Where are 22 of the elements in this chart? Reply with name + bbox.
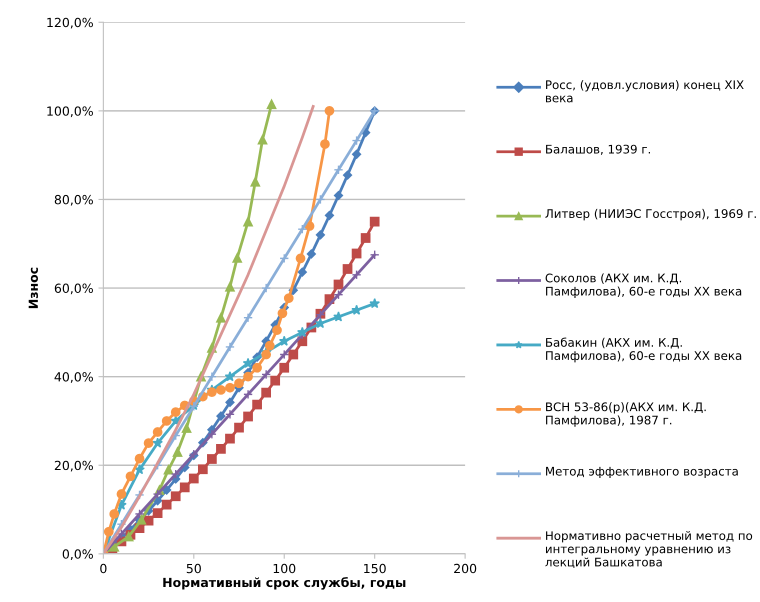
y-tick-label: 80,0%: [54, 194, 93, 206]
y-axis-title: Износ: [28, 268, 38, 308]
legend-label: ВСН 53-86(р)(АКХ им. К.Д. Памфилова), 1987 г.: [546, 402, 706, 427]
legend-label: Нормативно расчетный метод по интегральному уравнению из лекций Башкатова: [545, 531, 752, 568]
y-tick-label: 0,0%: [62, 549, 93, 560]
y-tick-label: 120,0%: [47, 18, 93, 28]
legend-label: Метод эффективного возраста: [546, 466, 738, 478]
legend-label: Литвер (НИИЭС Госстроя), 1969 г.: [545, 208, 756, 220]
legend-label: Росс, (удовл.условия) конец XIX века: [546, 80, 744, 102]
x-axis-title: Нормативный срок службы, годы: [163, 577, 406, 590]
y-tick-label: 100,0%: [47, 106, 93, 118]
y-tick-label: 20,0%: [54, 460, 93, 472]
x-tick-label: 200: [454, 564, 476, 574]
legend-label: Балашов, 1939 г.: [546, 144, 650, 155]
legend-label: Бабакин (АКХ им. К.Д. Памфилова), 60-е годы XX века: [546, 338, 742, 362]
legend-label: Соколов (АКХ им. К.Д. Памфилова), 60-е годы XX века: [546, 273, 742, 298]
x-tick-label: 50: [186, 564, 201, 574]
x-tick-label: 0: [100, 564, 107, 574]
y-tick-label: 60,0%: [54, 284, 93, 294]
x-tick-label: 100: [274, 564, 296, 574]
x-tick-label: 150: [364, 564, 386, 574]
y-tick-label: 40,0%: [54, 372, 93, 383]
